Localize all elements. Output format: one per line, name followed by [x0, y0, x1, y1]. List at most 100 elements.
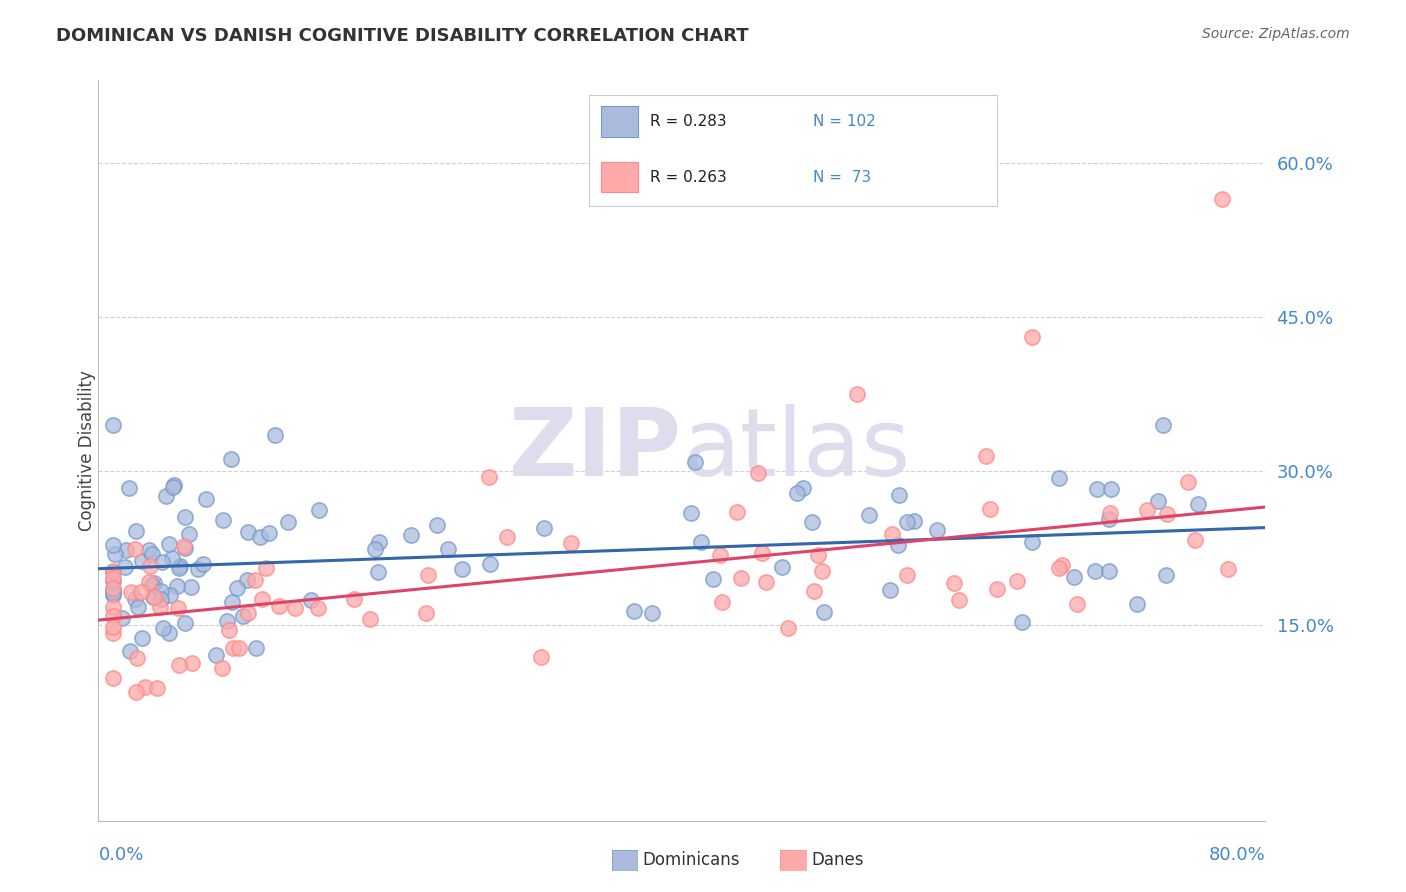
Point [236, 606, 259, 620]
Point [1047, 561, 1070, 575]
Point [157, 536, 180, 550]
Point [690, 535, 713, 549]
Point [846, 387, 869, 401]
Point [217, 614, 239, 628]
Point [1021, 330, 1043, 344]
Point [1066, 597, 1088, 611]
Point [887, 538, 910, 552]
Point [623, 604, 645, 618]
Point [145, 681, 167, 695]
Point [496, 530, 519, 544]
Point [986, 582, 1008, 597]
Point [811, 564, 834, 578]
Point [792, 481, 814, 495]
Point [1021, 534, 1043, 549]
Point [277, 515, 299, 529]
Point [711, 595, 734, 609]
Point [1177, 475, 1199, 490]
Point [308, 503, 330, 517]
Point [101, 581, 124, 595]
Point [101, 565, 124, 579]
Point [359, 612, 381, 626]
Point [730, 571, 752, 585]
Point [1126, 597, 1149, 611]
Point [173, 539, 195, 553]
Point [131, 632, 153, 646]
Point [218, 623, 240, 637]
Point [101, 571, 124, 585]
Text: atlas: atlas [682, 404, 910, 497]
Point [101, 582, 124, 597]
Point [1005, 574, 1028, 588]
Point [167, 658, 190, 673]
Point [879, 583, 901, 598]
Point [249, 530, 271, 544]
Point [127, 600, 149, 615]
Point [101, 599, 124, 614]
Point [747, 466, 769, 480]
Point [641, 606, 664, 620]
Point [101, 564, 124, 578]
Point [163, 478, 186, 492]
Point [245, 640, 267, 655]
Point [979, 501, 1001, 516]
Point [101, 620, 124, 634]
Point [903, 514, 925, 528]
Point [807, 549, 830, 563]
Point [267, 599, 290, 614]
Point [180, 656, 202, 670]
Point [948, 593, 970, 607]
Point [813, 606, 835, 620]
Point [101, 586, 124, 600]
Point [709, 549, 731, 563]
Point [124, 541, 146, 556]
Point [284, 601, 307, 615]
Text: ZIP: ZIP [509, 404, 682, 497]
Point [173, 541, 195, 556]
Point [1047, 471, 1070, 485]
Point [152, 555, 174, 569]
Point [118, 481, 141, 495]
Point [437, 542, 460, 557]
Text: Dominicans: Dominicans [643, 851, 740, 869]
Point [127, 651, 149, 665]
Point [149, 600, 172, 615]
Point [160, 550, 183, 565]
Point [104, 547, 127, 561]
Point [174, 616, 197, 631]
Point [101, 417, 124, 432]
Point [187, 562, 209, 576]
Point [1063, 570, 1085, 584]
Point [307, 601, 329, 615]
Point [143, 590, 166, 604]
Point [725, 505, 748, 519]
Point [882, 527, 904, 541]
Point [157, 626, 180, 640]
Point [211, 661, 233, 675]
Point [131, 554, 153, 568]
Point [174, 509, 197, 524]
Point [219, 452, 242, 467]
Point [152, 621, 174, 635]
Point [681, 506, 703, 520]
Point [169, 561, 191, 575]
Text: 80.0%: 80.0% [1209, 847, 1265, 864]
Point [101, 574, 124, 589]
Point [124, 591, 146, 606]
Point [124, 685, 146, 699]
Point [111, 611, 134, 625]
Point [129, 585, 152, 599]
Point [101, 609, 124, 624]
Point [751, 546, 773, 560]
Point [1184, 533, 1206, 548]
Point [205, 648, 228, 662]
Point [367, 565, 389, 579]
Point [683, 455, 706, 469]
Point [1136, 503, 1159, 517]
Point [162, 480, 184, 494]
Point [896, 516, 918, 530]
Point [180, 580, 202, 594]
Point [942, 576, 965, 591]
Point [226, 581, 249, 595]
Point [118, 643, 141, 657]
